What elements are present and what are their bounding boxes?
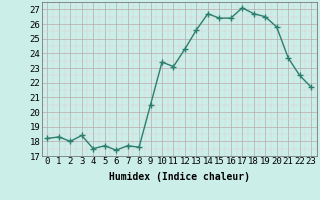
X-axis label: Humidex (Indice chaleur): Humidex (Indice chaleur)	[109, 172, 250, 182]
